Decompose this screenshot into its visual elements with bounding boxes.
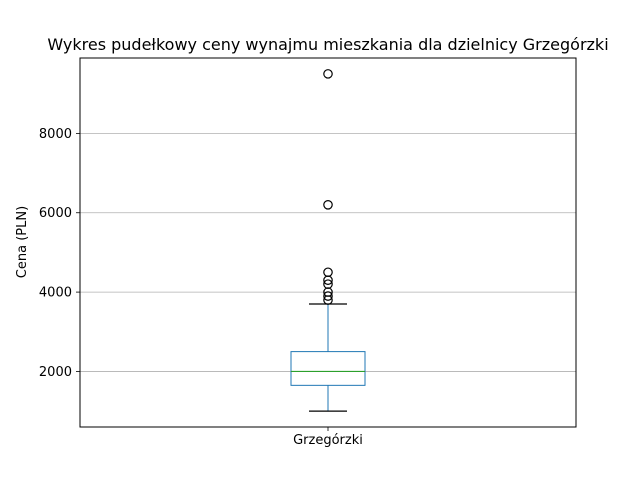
outlier-point-1 bbox=[323, 291, 333, 301]
x-tick-label-0: Grzegórzki bbox=[293, 433, 363, 448]
plot-area: 2000 4000 6000 8000 Grzegórzki bbox=[39, 57, 577, 448]
outlier-point-7 bbox=[323, 69, 333, 79]
plot-frame bbox=[79, 57, 577, 428]
chart-title: Wykres pudełkowy ceny wynajmu mieszkania… bbox=[47, 35, 608, 54]
y-tick-label-6000: 6000 bbox=[39, 206, 72, 221]
outlier-point-3 bbox=[323, 279, 333, 289]
y-tick-label-4000: 4000 bbox=[39, 286, 72, 301]
y-tick-label-8000: 8000 bbox=[39, 127, 72, 142]
y-axis-label: Cena (PLN) bbox=[15, 206, 30, 278]
outlier-point-5 bbox=[323, 267, 333, 278]
outlier-point-6 bbox=[323, 200, 333, 210]
y-tick-label-2000: 2000 bbox=[39, 365, 72, 380]
box-group-0 bbox=[290, 69, 366, 412]
iqr-box bbox=[290, 351, 366, 386]
